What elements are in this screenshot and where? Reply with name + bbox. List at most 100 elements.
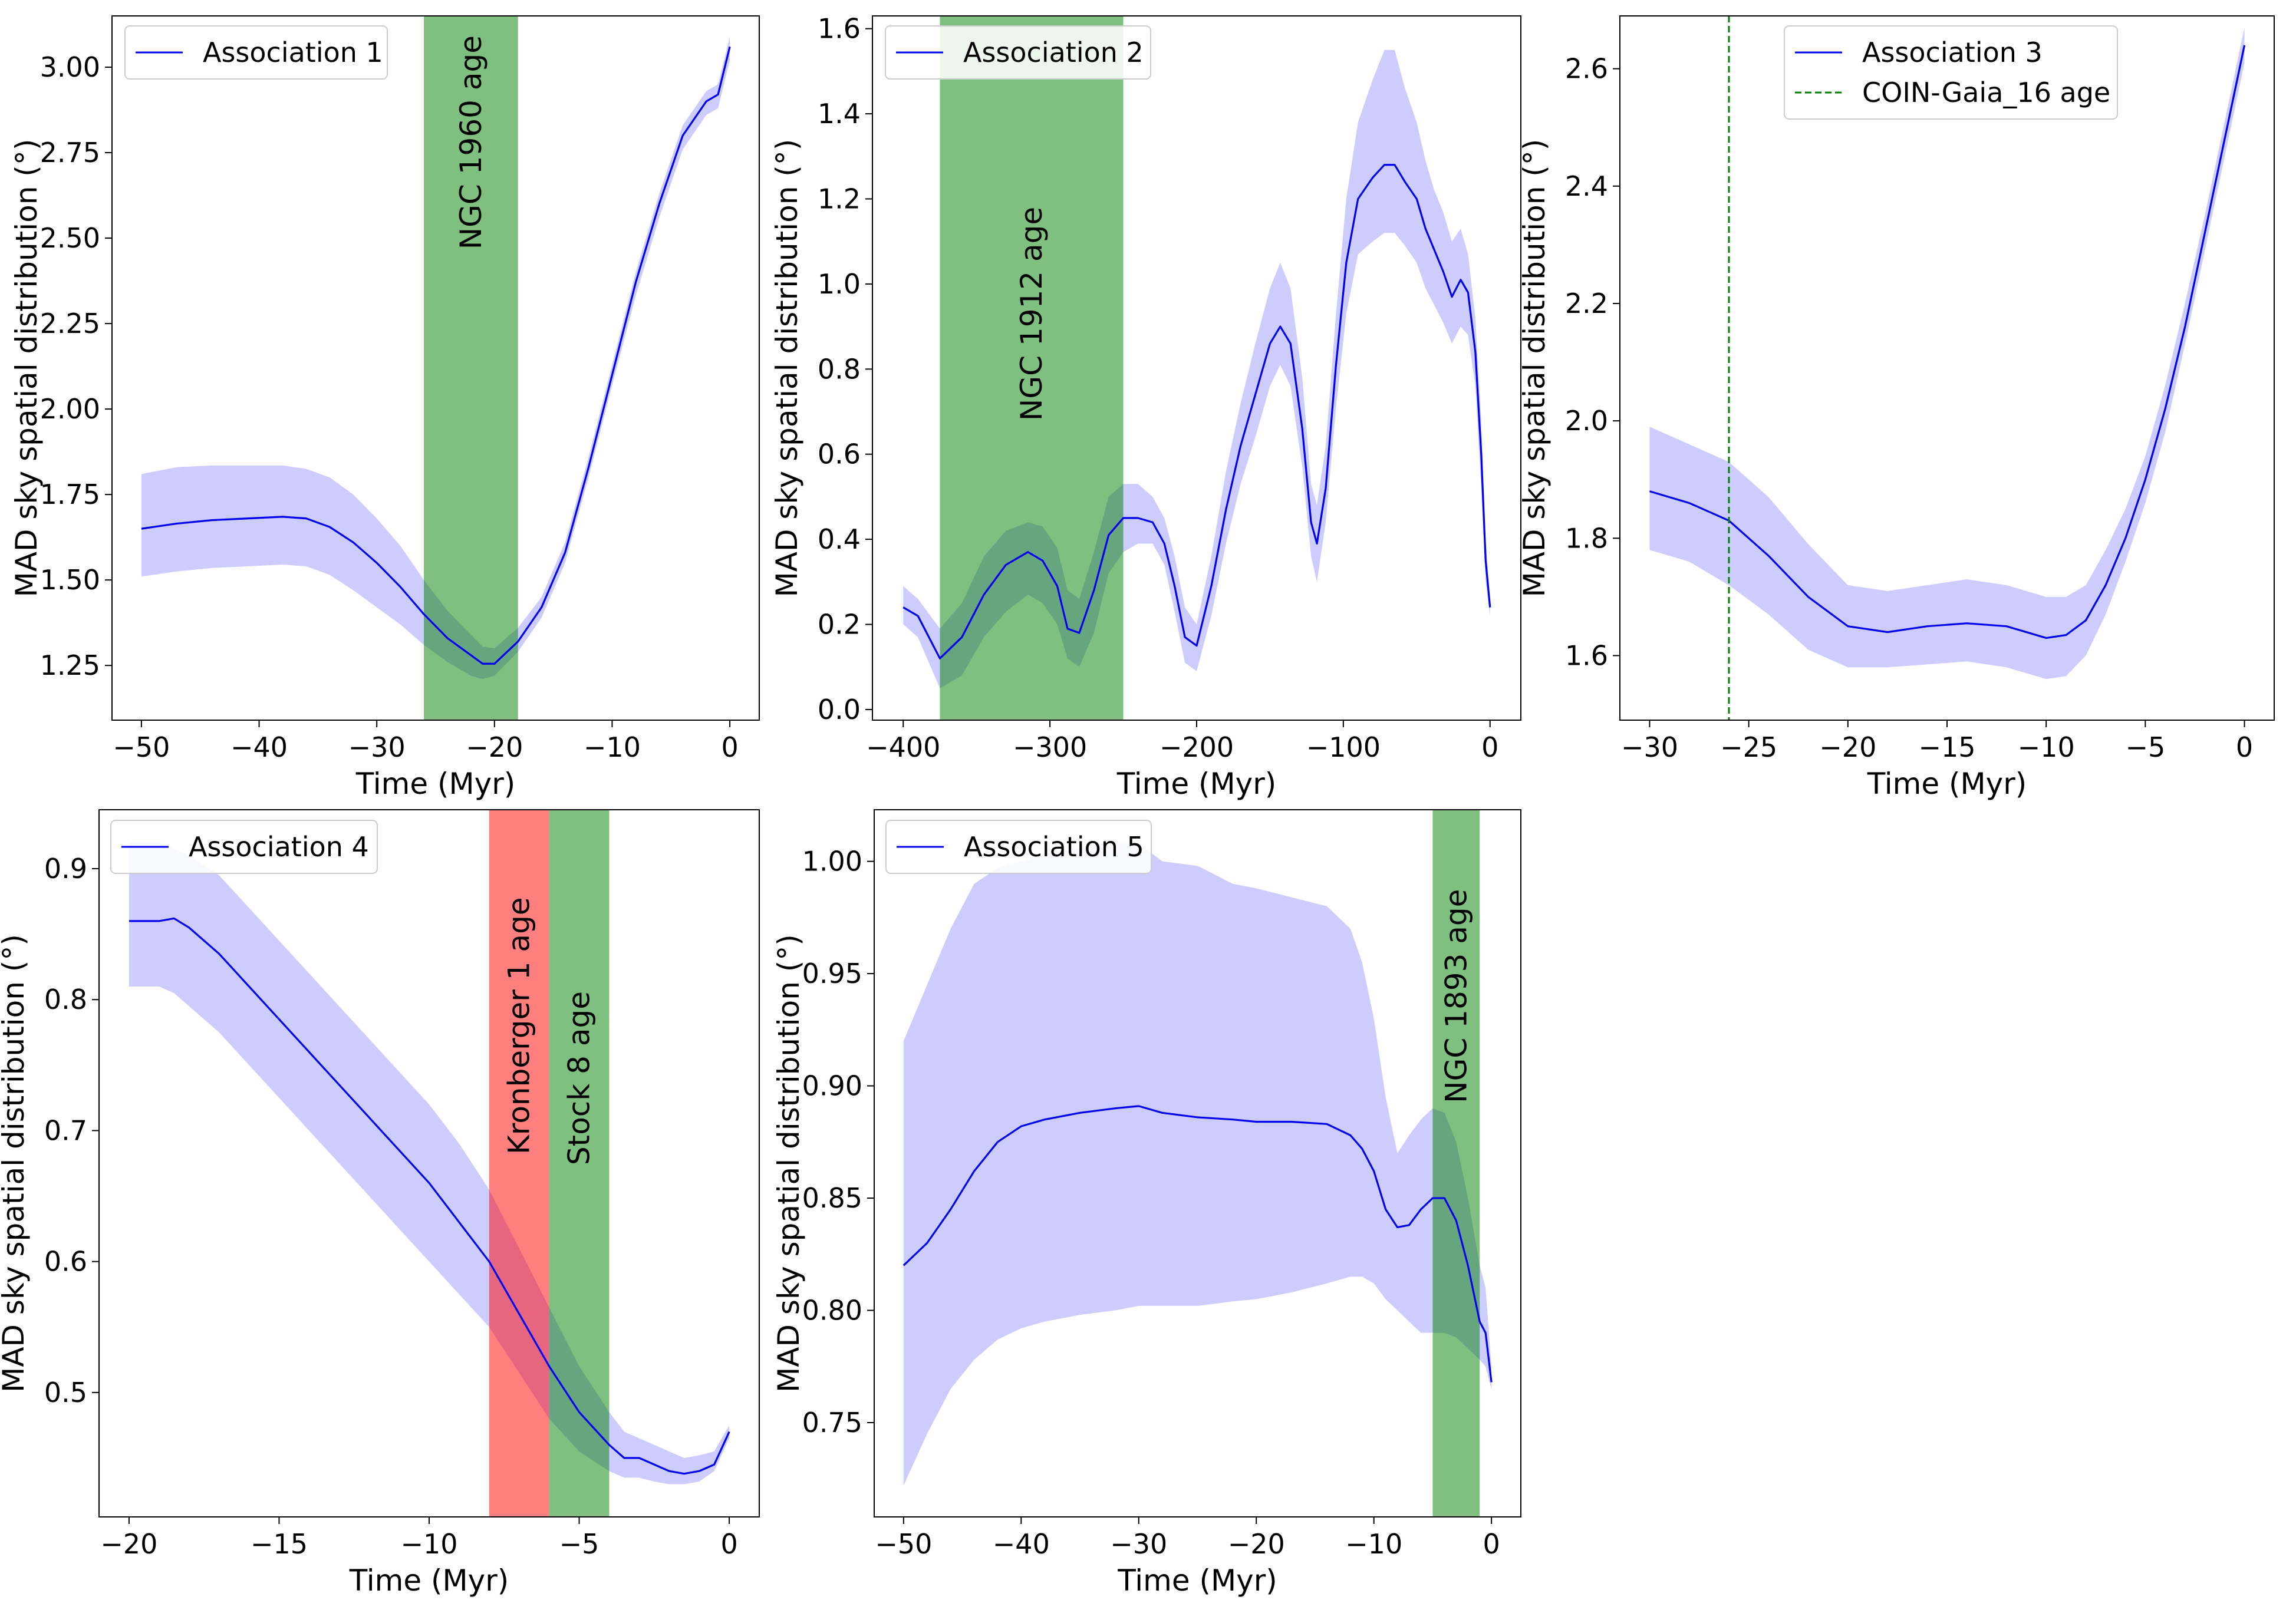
legend-box xyxy=(885,25,1151,80)
legend-label: Association 4 xyxy=(189,831,369,863)
age-span xyxy=(489,810,549,1517)
series-line xyxy=(902,1105,1493,1383)
legend-label: Association 2 xyxy=(963,37,1144,68)
x-axis-label: Time (Myr) xyxy=(1116,767,1277,801)
axes-frame xyxy=(111,15,760,721)
x-axis-label: Time (Myr) xyxy=(1117,1563,1277,1598)
y-tick-label: 1.25 xyxy=(40,649,100,681)
x-tick-label: −30 xyxy=(1621,731,1678,763)
x-tick-label: −30 xyxy=(1110,1528,1167,1560)
y-axis-label: MAD sky spatial distribution (°) xyxy=(9,139,44,598)
y-tick-label: 3.00 xyxy=(40,51,100,83)
x-tick-label: −10 xyxy=(2018,731,2075,763)
uncertainty-band xyxy=(1649,27,2245,679)
y-axis-label: MAD sky spatial distribution (°) xyxy=(0,934,31,1393)
x-tick-label: −30 xyxy=(348,731,406,763)
y-tick-label: 0.85 xyxy=(802,1182,862,1214)
x-tick-label: 0 xyxy=(2236,731,2253,763)
span-label: NGC 1912 age xyxy=(1014,207,1049,421)
y-tick-label: 2.6 xyxy=(1565,53,1608,85)
y-tick-label: 0.6 xyxy=(818,438,861,470)
span-label: NGC 1893 age xyxy=(1439,889,1473,1103)
legend-label: COIN-Gaia_16 age xyxy=(1862,77,2110,108)
x-tick-label: −50 xyxy=(875,1528,932,1560)
x-tick-label: −10 xyxy=(584,731,641,763)
legend-box xyxy=(1784,25,2118,120)
plot-area xyxy=(141,16,731,720)
y-tick-label: 1.75 xyxy=(40,479,100,510)
y-tick-label: 1.6 xyxy=(1565,639,1608,671)
x-tick-label: 0 xyxy=(1481,731,1498,763)
legend: Association 1 xyxy=(124,25,388,80)
y-tick-label: 0.80 xyxy=(802,1295,862,1327)
x-tick-label: −15 xyxy=(1918,731,1975,763)
y-tick-label: 2.00 xyxy=(40,393,100,425)
x-tick-label: −40 xyxy=(230,731,288,763)
x-tick-label: −50 xyxy=(113,731,170,763)
y-tick-label: 1.2 xyxy=(818,183,861,215)
x-axis-label: Time (Myr) xyxy=(355,767,516,801)
x-tick-label: −10 xyxy=(1345,1528,1402,1560)
legend: Association 5 xyxy=(885,820,1152,874)
y-tick-label: 0.6 xyxy=(44,1246,87,1278)
y-tick-label: 0.2 xyxy=(818,609,861,641)
legend: Association 4 xyxy=(110,820,378,874)
y-tick-label: 1.50 xyxy=(40,564,100,596)
x-axis-label: Time (Myr) xyxy=(1867,767,2027,801)
x-tick-label: −5 xyxy=(2125,731,2165,763)
plot-area xyxy=(902,16,1491,720)
legend: Association 2 xyxy=(885,25,1151,80)
legend-label: Association 3 xyxy=(1862,37,2043,68)
x-tick-label: −5 xyxy=(559,1528,599,1560)
y-tick-label: 0.8 xyxy=(44,984,87,1015)
y-tick-label: 2.50 xyxy=(40,222,100,254)
y-axis-label: MAD sky spatial distribution (°) xyxy=(770,139,804,598)
span-label: NGC 1960 age xyxy=(454,35,488,249)
uncertainty-band xyxy=(141,36,730,679)
x-tick-label: −20 xyxy=(466,731,523,763)
y-tick-label: 1.8 xyxy=(1565,522,1608,554)
x-tick-label: −15 xyxy=(251,1528,308,1560)
legend-box xyxy=(885,820,1152,874)
y-tick-label: 2.0 xyxy=(1565,405,1608,437)
chart-2: NGC 1912 age −400 −300 −200 −100 0 0.0 0.2 0.4 0.… xyxy=(770,13,1521,801)
y-tick-label: 2.2 xyxy=(1565,288,1608,319)
x-axis-label: Time (Myr) xyxy=(349,1563,509,1598)
y-tick-label: 0.7 xyxy=(44,1114,87,1146)
x-tick-label: 0 xyxy=(1483,1528,1500,1560)
y-axis-label: MAD sky spatial distribution (°) xyxy=(1517,139,1551,598)
chart-5: NGC 1893 age −50 −40 −30 −20 −10 0 0.75 0.80 0.85… xyxy=(772,809,1521,1598)
y-tick-label: 1.6 xyxy=(818,13,861,45)
y-tick-label: 0.75 xyxy=(802,1407,862,1439)
series-line xyxy=(1649,45,2246,639)
age-span xyxy=(424,16,518,720)
x-tick-label: −400 xyxy=(866,731,940,763)
y-tick-label: 2.75 xyxy=(40,137,100,169)
series-line xyxy=(129,917,730,1475)
y-tick-label: 0.9 xyxy=(44,853,87,885)
legend-box xyxy=(110,820,378,874)
x-tick-label: −25 xyxy=(1720,731,1777,763)
x-tick-label: −40 xyxy=(993,1528,1050,1560)
y-tick-label: 1.4 xyxy=(818,98,861,130)
span-label: Kronberger 1 age xyxy=(502,897,536,1154)
y-tick-label: 0.5 xyxy=(44,1377,87,1408)
legend-box xyxy=(124,25,388,80)
y-tick-label: 0.95 xyxy=(802,958,862,989)
y-tick-label: 2.4 xyxy=(1565,170,1608,202)
y-tick-label: 1.00 xyxy=(802,846,862,877)
legend-label: Association 5 xyxy=(964,831,1144,863)
uncertainty-band xyxy=(903,843,1492,1486)
series-line xyxy=(902,164,1491,659)
y-tick-label: 0.90 xyxy=(802,1070,862,1102)
x-tick-label: −200 xyxy=(1159,731,1234,763)
series-line xyxy=(141,46,731,665)
legend: Association 3 COIN-Gaia_16 age xyxy=(1784,25,2118,120)
x-tick-label: −20 xyxy=(100,1528,157,1560)
span-label: Stock 8 age xyxy=(562,991,597,1165)
chart-1: NGC 1960 age −50 −40 −30 −20 −10 0 1.25 1.50 1.75… xyxy=(9,15,760,801)
x-tick-label: −300 xyxy=(1013,731,1087,763)
plot-area xyxy=(129,810,730,1517)
y-tick-label: 0.4 xyxy=(818,523,861,555)
plot-area xyxy=(1649,16,2246,720)
